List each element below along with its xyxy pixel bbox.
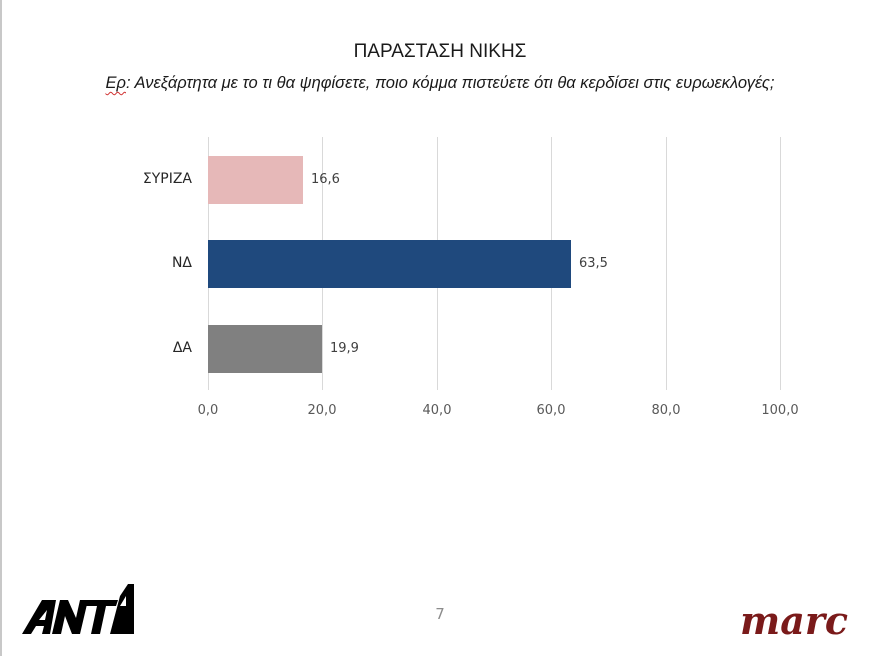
category-label: ΣΥΡΙΖΑ — [142, 171, 192, 187]
chart-title: ΠΑΡΑΣΤΑΣΗ ΝΙΚΗΣ — [353, 41, 527, 62]
bar-value-label: 16,6 — [311, 172, 340, 187]
bar-2 — [208, 325, 322, 373]
x-tick-label: 80,0 — [651, 403, 681, 418]
bar-value-label: 19,9 — [330, 341, 359, 356]
gridline — [780, 137, 781, 390]
question-body: : Ανεξάρτητα με το τι θα ψηφίσετε, ποιο … — [125, 74, 775, 92]
category-label: ΝΔ — [171, 255, 192, 271]
page-number: 7 — [435, 605, 445, 623]
category-label: ΔΑ — [172, 340, 192, 356]
marc-logo: marc — [740, 598, 848, 643]
x-tick-label: 40,0 — [422, 403, 452, 418]
question-prefix: Ερ — [105, 74, 126, 92]
x-tick-label: 0,0 — [197, 403, 219, 418]
ant1-logo — [22, 584, 134, 634]
gridline — [666, 137, 667, 390]
bar-0 — [208, 156, 303, 204]
x-tick-label: 100,0 — [761, 403, 799, 418]
question-text: Ερ: Ανεξάρτητα με το τι θα ψηφίσετε, ποι… — [0, 74, 880, 93]
bar-1 — [208, 240, 571, 288]
bar-value-label: 63,5 — [579, 256, 608, 271]
x-tick-label: 20,0 — [307, 403, 337, 418]
x-tick-label: 60,0 — [536, 403, 566, 418]
slide-left-border — [0, 0, 2, 656]
